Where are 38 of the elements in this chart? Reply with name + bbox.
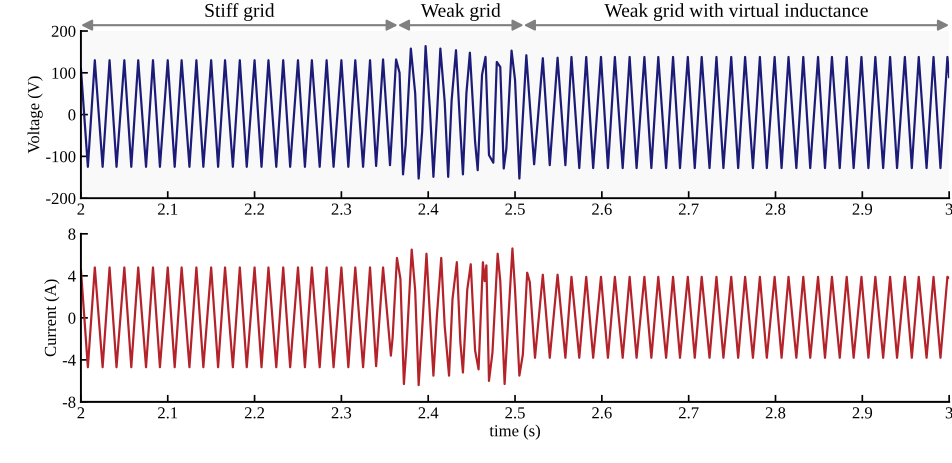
line-series: [80, 44, 950, 180]
x-axis-title: time (s): [490, 424, 540, 440]
y-tick-label: -4: [62, 354, 76, 366]
x-tick-label: 2.3: [332, 407, 352, 419]
x-tick-label: 2.2: [244, 204, 264, 215]
x-tick-label: 2.1: [158, 204, 178, 215]
x-tick-label: 2.2: [244, 407, 264, 419]
y-tick-label: 100: [52, 68, 76, 79]
legend-label: Weak grid: [420, 3, 501, 21]
y-tick-label: -200: [46, 192, 76, 204]
x-tick-label: 2.4: [418, 204, 438, 215]
y-axis-title: Voltage (V): [28, 76, 43, 154]
x-tick-label: 2.8: [766, 204, 786, 215]
x-tick-label: 2.8: [766, 407, 786, 419]
line-series: [80, 247, 950, 386]
x-tick-label: 2.5: [505, 204, 525, 215]
x-tick-label: 2.6: [592, 407, 612, 419]
x-tick-label: 2.1: [158, 407, 178, 419]
x-tick-label: 2.5: [505, 407, 525, 419]
x-tick-label: 2.7: [678, 407, 699, 419]
x-tick-label: 2.6: [592, 204, 612, 215]
x-tick-label: 2.7: [678, 204, 699, 215]
x-tick-label: 2: [77, 407, 84, 418]
x-tick-label: 2.9: [852, 204, 872, 215]
y-tick-label: -8: [62, 396, 76, 408]
band-label: Stiff grid: [205, 3, 274, 21]
band-label: Weak grid with virtual inductance: [604, 3, 868, 21]
y-tick-label: 0: [68, 312, 76, 324]
y-tick-label: 4: [68, 270, 76, 282]
y-axis-title: Current (A): [44, 279, 60, 356]
y-tick-label: 8: [68, 228, 76, 240]
x-tick-label: 2: [77, 204, 84, 215]
y-tick-label: -100: [46, 151, 76, 162]
y-tick-label: 0: [68, 109, 76, 121]
y-tick-label: 200: [52, 26, 76, 37]
x-tick-label: 2.4: [418, 407, 438, 419]
x-tick-label: 2.3: [332, 204, 352, 215]
x-tick-label: 2.9: [852, 407, 872, 419]
